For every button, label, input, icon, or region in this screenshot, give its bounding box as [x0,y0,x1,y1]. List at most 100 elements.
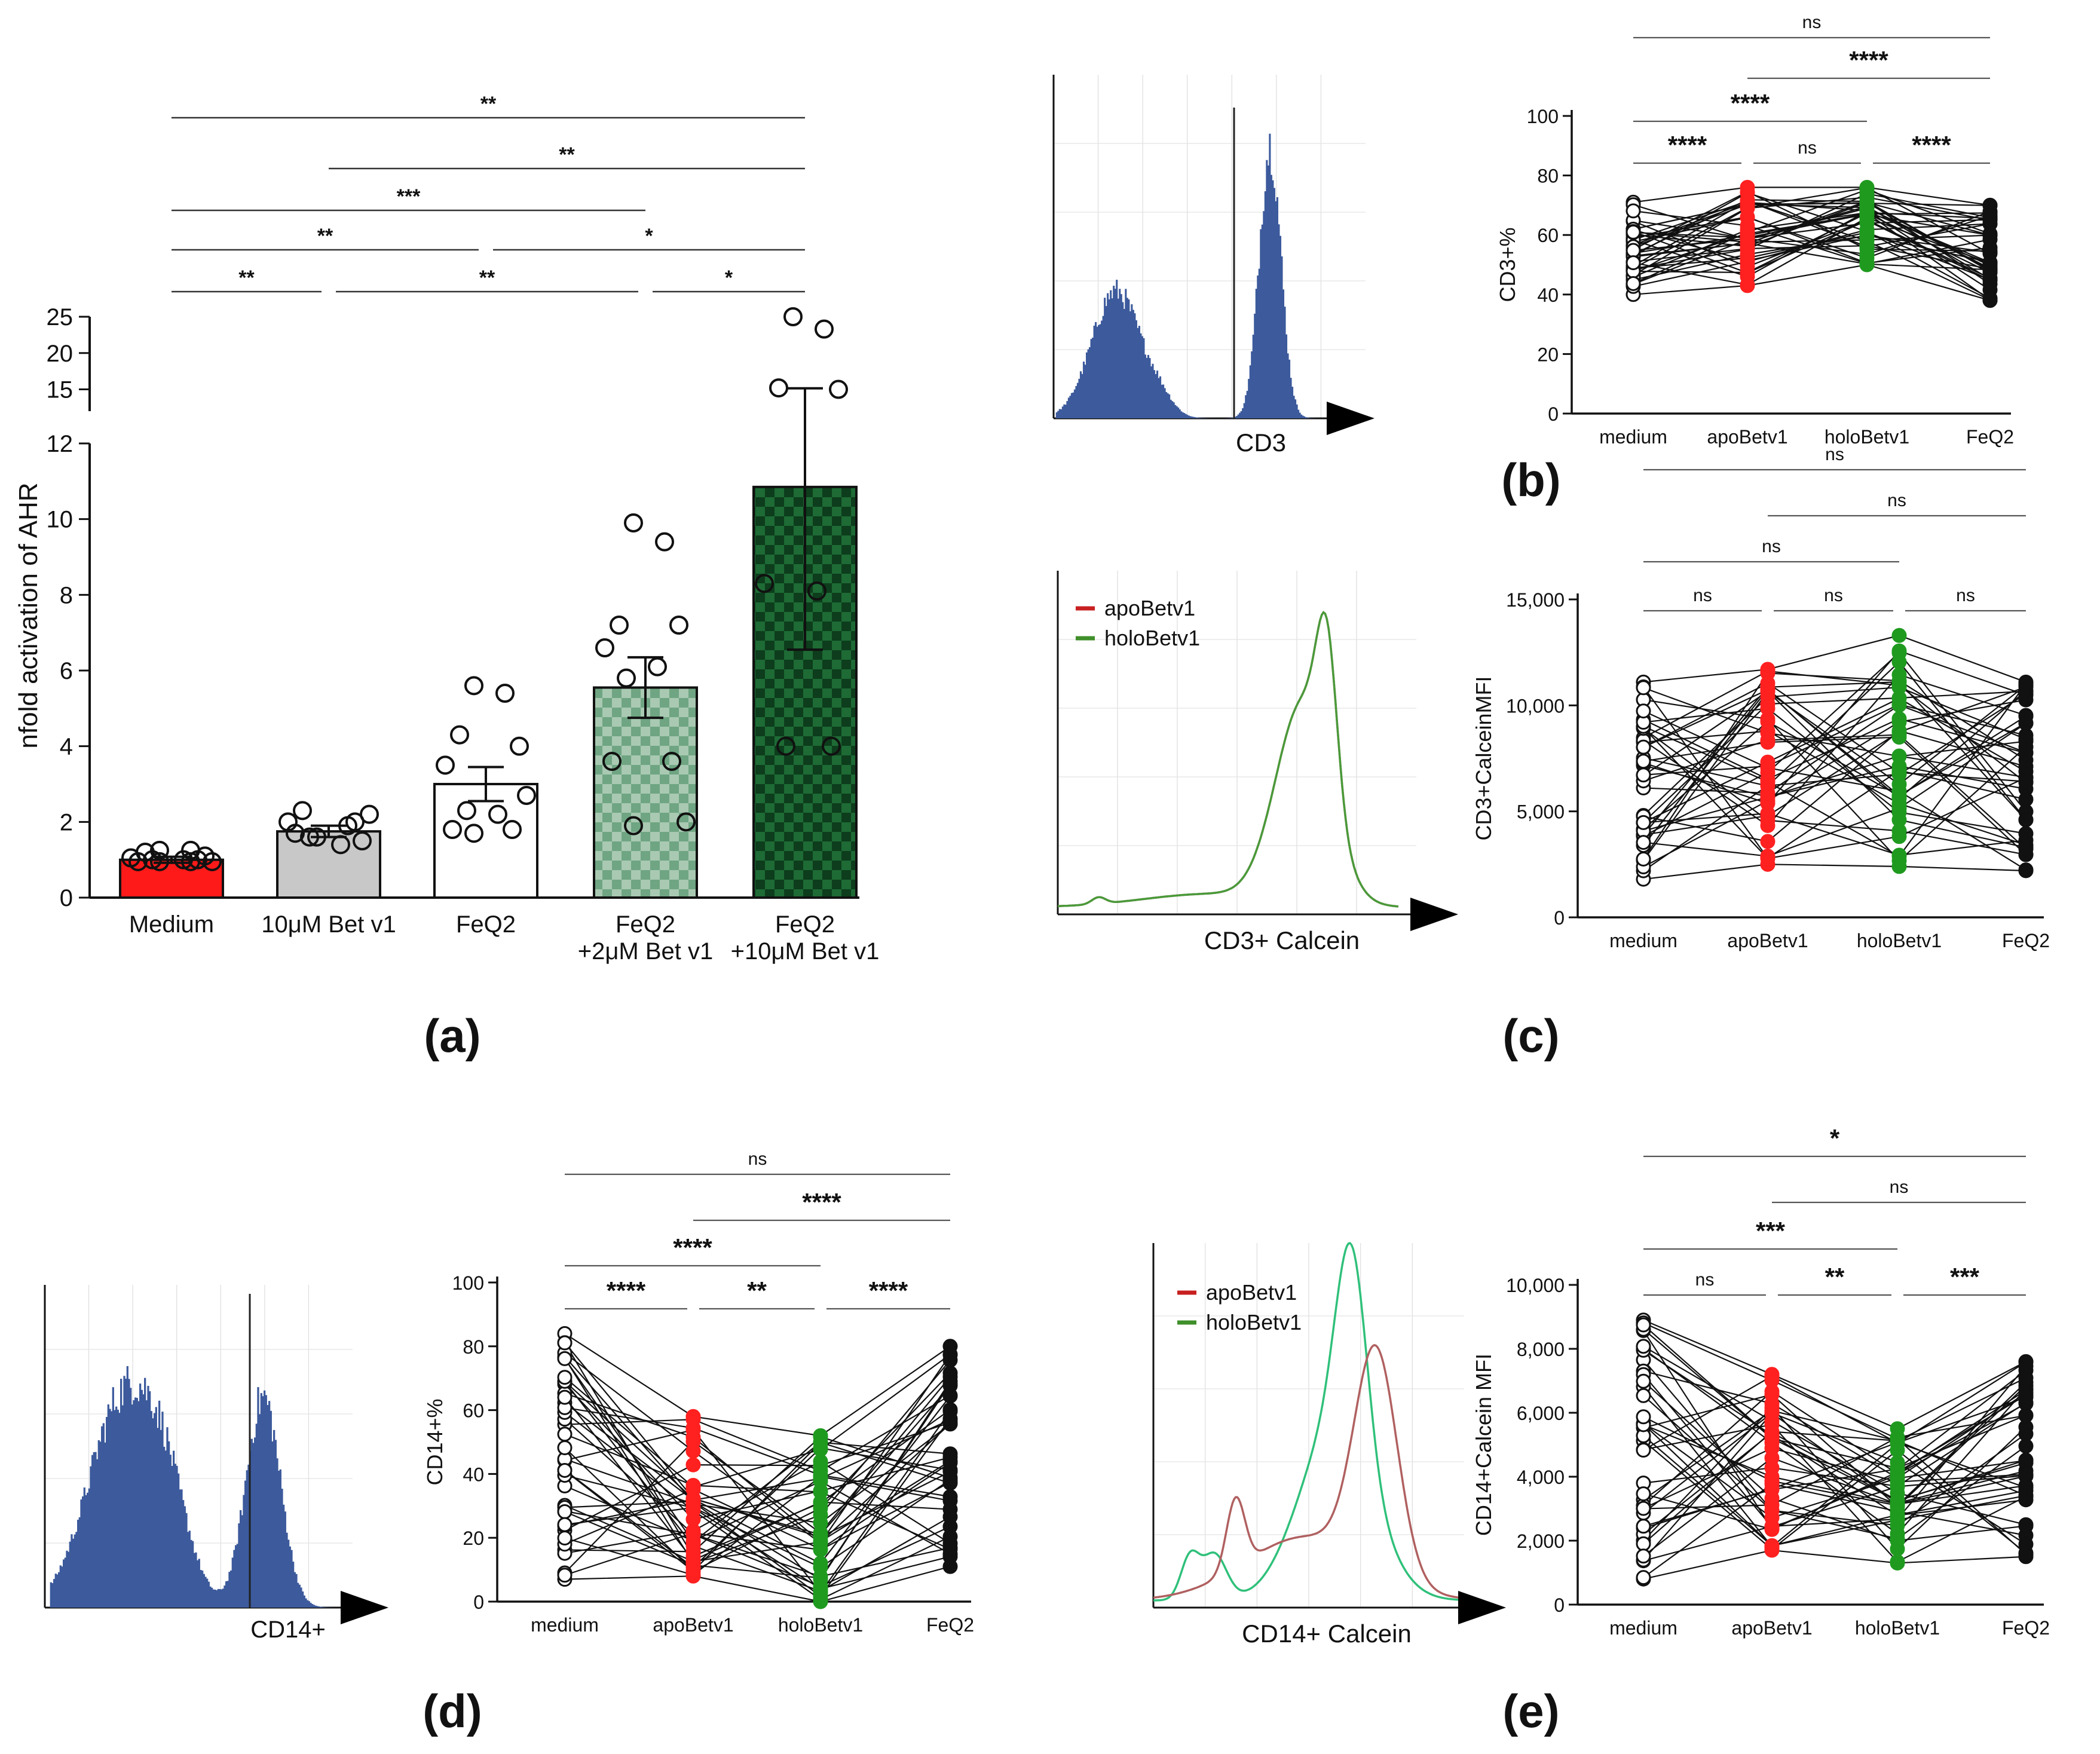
data-point [1891,697,1907,712]
data-point [2018,727,2034,743]
significance-label: **** [673,1233,712,1262]
x-tick-label: apoBetv1 [1727,930,1808,951]
histogram-bar [1287,353,1289,418]
histogram-bar [1079,371,1082,418]
data-point [829,379,848,399]
histogram-bar [316,1606,319,1608]
donor-line [1643,1457,2026,1557]
axis-arrow [1458,1591,1506,1624]
panel-c: 0 5,000 10,000 15,000 CD3+CalceinMFI medium ap… [1471,445,2050,951]
histogram-bar [1272,180,1274,418]
x-tick-label: medium [1599,426,1667,448]
histogram-bar [322,1607,325,1608]
histogram-bar [305,1598,307,1608]
histogram-bar [1297,409,1300,418]
data-point [300,827,319,847]
histogram-bar [274,1440,277,1608]
panel-label: (e) [1502,1685,1559,1737]
data-point [488,804,507,824]
donor-line [1643,1324,2026,1502]
donor-line [1633,192,1991,299]
histogram-bar [302,1591,304,1608]
data-point [1982,226,1998,241]
data-point [557,1370,573,1385]
histogram-bar [212,1589,215,1608]
data-point [557,1517,573,1532]
histogram-bar [192,1541,194,1608]
histogram-bar [1134,313,1136,418]
histogram-bar [131,1404,133,1608]
histogram-bar [155,1407,157,1608]
data-point [685,1492,701,1508]
histogram-bar [82,1496,84,1608]
histogram-bar [289,1546,291,1608]
data-point [1764,1450,1780,1466]
histogram-bar [1281,256,1283,418]
data-point [1636,815,1651,830]
histogram-bar [64,1557,66,1608]
data-point [1636,1443,1651,1458]
donor-line [1643,681,2026,835]
data-point [1891,711,1907,727]
donor-line [1643,670,2026,783]
data-point [1625,255,1641,271]
donor-line [1643,1447,2026,1510]
donor-line [1643,1370,2026,1479]
y-tick-label: 4,000 [1517,1467,1565,1488]
histogram-bar [214,1589,216,1608]
histogram-bar [1279,235,1282,418]
x-tick-label: FeQ2 [456,911,516,938]
y-tick-label: 0 [60,885,73,911]
histogram-bar [319,1606,322,1608]
data-point [1636,1409,1651,1425]
data-point [1891,749,1907,764]
data-point [1982,256,1998,271]
data-point [1764,1473,1780,1489]
donor-line [1633,210,1991,265]
histogram-bar [130,1388,132,1608]
donor-line [564,1380,951,1536]
donor-line [1643,1348,2026,1535]
histogram-bar [1252,335,1254,418]
histogram-bar [78,1517,81,1608]
histogram-bar [77,1520,79,1608]
y-tick-label: 0 [1554,1594,1565,1616]
histogram-bar [219,1588,221,1608]
data-point [1859,210,1875,225]
histogram-bar [1117,298,1119,418]
histogram-bar [120,1379,123,1608]
histogram-bar [63,1559,65,1608]
histogram-bar [260,1393,262,1608]
histogram-bar [1153,370,1156,418]
histogram-bar [211,1587,213,1608]
histogram-bar [1081,374,1083,418]
donor-line [1643,1345,2026,1526]
data-point [1859,195,1875,210]
data-point [2018,676,2034,691]
donor-line [564,1381,951,1592]
y-tick-label: 20 [463,1528,484,1549]
data-point [1890,1455,1905,1470]
histogram-bar [58,1572,60,1608]
histogram-bar [1087,349,1089,418]
panel-e: 0 2,000 4,000 6,000 8,000 10,000 CD14+Calcein … [1471,1124,2050,1639]
donor-line [1643,864,2026,880]
x-tick-label: holoBetv1 [1825,426,1909,448]
histogram-bar [259,1414,261,1608]
histogram-bar [115,1406,118,1608]
histogram-bar [161,1412,164,1608]
histogram-bar [221,1589,223,1608]
histogram-bar [1193,417,1196,418]
significance-label: ns [1695,1270,1715,1290]
histogram-bar [75,1532,78,1608]
histogram-bar [300,1587,302,1608]
data-point [813,1529,828,1545]
data-point [1636,703,1651,719]
histogram-bar [144,1378,146,1608]
data-point [685,1534,701,1550]
histogram-bar [1078,378,1080,418]
donor-line [1643,734,2026,850]
donor-line [564,1410,951,1594]
histogram-bar [286,1532,288,1608]
data-point [1891,804,1907,820]
